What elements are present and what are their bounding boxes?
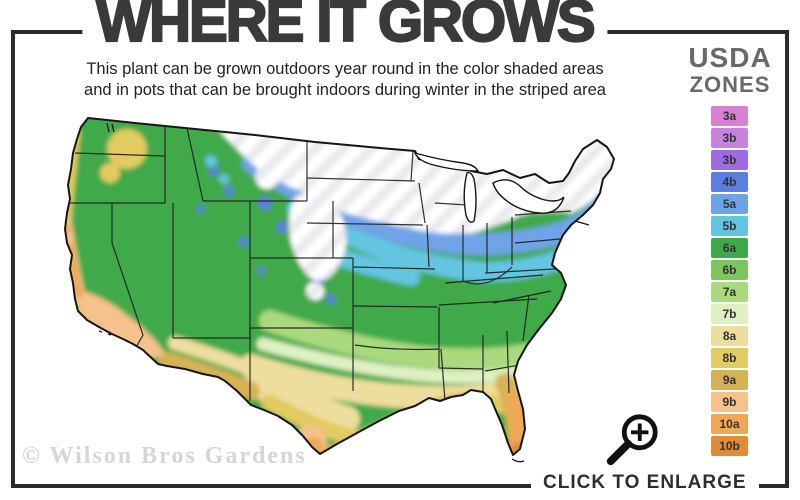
subtitle: This plant can be grown outdoors year ro…: [35, 59, 655, 101]
us-hardiness-zone-map[interactable]: [15, 103, 670, 478]
subtitle-line-1: This plant can be grown outdoors year ro…: [86, 60, 604, 78]
zone-legend-swatch: 3b: [711, 128, 748, 148]
zone-legend-swatch: 7b: [711, 304, 748, 324]
zone-legend-swatch: 10b: [711, 436, 748, 456]
zone-legend-swatch: 6a: [711, 238, 748, 258]
page-title: WHERE IT GROWS: [82, 0, 608, 54]
usda-zones-heading: USDA ZONES: [676, 44, 784, 96]
zone-legend-swatch: 6b: [711, 260, 748, 280]
us-outline: [64, 117, 615, 456]
zone-legend-swatch: 9a: [711, 370, 748, 390]
zone-legend-swatch: 8a: [711, 326, 748, 346]
subtitle-line-2: and in pots that can be brought indoors …: [84, 81, 606, 99]
zone-legend-swatch: 5a: [711, 194, 748, 214]
coastal-details: [98, 122, 590, 463]
us-map-svg: [64, 117, 615, 463]
zone-legend-swatch: 9b: [711, 392, 748, 412]
watermark: © Wilson Bros Gardens: [22, 443, 307, 469]
usda-zones-heading-line2: ZONES: [689, 72, 771, 97]
great-lakes: [413, 151, 565, 223]
zone-legend-swatch: 3b: [711, 150, 748, 170]
zone-legend-swatch: 7a: [711, 282, 748, 302]
zone-legend-swatch: 5b: [711, 216, 748, 236]
zone-legend-swatch: 3a: [711, 106, 748, 126]
zone-legend-swatch: 10a: [711, 414, 748, 434]
usda-zones-heading-line1: USDA: [688, 42, 772, 73]
zone-legend-swatch: 8b: [711, 348, 748, 368]
click-to-enlarge-button[interactable]: CLICK TO ENLARGE: [531, 471, 759, 495]
zone-legend: 3a 3b 3b 4b 5a 5b 6a 6b 7a 7b 8a 8b 9a 9b 10a 10b: [711, 106, 749, 458]
magnifier-zoom-icon[interactable]: [601, 410, 663, 470]
zone-legend-swatch: 4b: [711, 172, 748, 192]
